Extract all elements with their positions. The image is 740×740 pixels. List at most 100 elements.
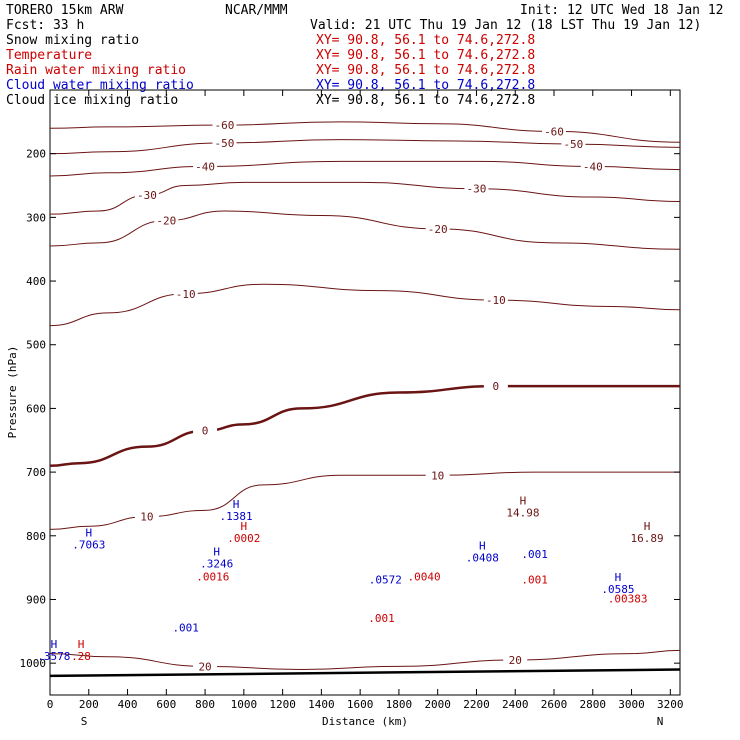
axes: 0 200 400 600 800 1000 1200 1400 1600 1800 2000 220… (20, 90, 684, 711)
extremum-value: .3578 (37, 650, 70, 663)
y-tick-label: 1000 (20, 657, 47, 670)
extremum-value: .0572 (369, 574, 402, 587)
extremum-value: .0408 (466, 551, 499, 564)
x-tick-label: 2400 (502, 698, 529, 711)
contour-line (49, 384, 680, 467)
contour-line (49, 283, 681, 327)
extremum-value: .0016 (196, 570, 229, 583)
x-tick-label: 2200 (463, 698, 490, 711)
contour-label: -10 (176, 288, 196, 301)
field-xy: XY= 90.8, 56.1 to 74.6,272.8 (316, 78, 535, 93)
y-tick-label: 200 (26, 148, 46, 161)
contour-label-bg (173, 287, 198, 299)
extremum-marker: H (51, 638, 58, 651)
x-tick-label: 1000 (231, 698, 258, 711)
field-name: Cloud water mixing ratio (6, 78, 194, 93)
contour-label-bg (542, 125, 566, 137)
contour-label-bg (464, 182, 489, 194)
contour-label-bg (483, 380, 508, 392)
extremum-marker: H (213, 546, 220, 559)
x-tick-label: 1800 (386, 698, 413, 711)
model-title: TORERO 15km ARW (6, 3, 124, 18)
init-time: Init: 12 UTC Wed 18 Jan 12 (520, 3, 724, 18)
field-name: Rain water mixing ratio (6, 63, 186, 78)
contour-label: -20 (428, 223, 448, 236)
contour-label: 0 (202, 425, 209, 438)
x-tick-label: 400 (118, 698, 138, 711)
x-tick-label: 1400 (308, 698, 335, 711)
x-tick-label: 0 (47, 698, 54, 711)
extremum-value: .00383 (608, 593, 648, 606)
contour-line (49, 121, 681, 143)
contour-label-bg (503, 653, 528, 665)
extremum-value: .0040 (408, 570, 441, 583)
y-tick-label: 600 (26, 402, 46, 415)
y-tick-label: 800 (26, 530, 46, 543)
extremum-value: .001 (521, 574, 548, 587)
extremum-marker: H (644, 520, 651, 533)
x-tick-label: 2600 (541, 698, 568, 711)
extremum-marker: H (615, 571, 622, 584)
contour-label: -10 (486, 294, 506, 307)
contour-label: -60 (215, 119, 235, 132)
south-label: S (81, 715, 88, 728)
field-name: Snow mixing ratio (6, 33, 139, 48)
field-xy: XY= 90.8, 56.1 to 74.6,272.8 (316, 48, 535, 63)
forecast-hour: Fcst: 33 h (6, 18, 84, 33)
contour-label: -50 (215, 137, 235, 150)
contour-label-bg (212, 136, 237, 148)
extremum-marker: H (233, 498, 240, 511)
x-tick-label: 200 (79, 698, 99, 711)
x-tick-label: 3200 (657, 698, 684, 711)
contour-label-bg (580, 160, 605, 172)
field-name: Temperature (6, 48, 92, 63)
extremum-value: .1381 (220, 510, 253, 523)
contour-label-bg (193, 424, 218, 436)
ground-line (49, 668, 681, 678)
x-axis-label: Distance (km) (322, 715, 408, 728)
contour-label: 0 (493, 380, 500, 393)
contour-label-bg (212, 119, 237, 131)
extremum-marker: H (520, 495, 527, 508)
x-tick-label: 1600 (347, 698, 374, 711)
temperature-contours: -60 -60-50 -50-40 -40-30 -30-20-20-10 -100010… (49, 119, 681, 673)
y-tick-label: 900 (26, 593, 46, 606)
contour-label-bg (134, 510, 159, 522)
y-tick-label: 700 (26, 466, 46, 479)
contour-label-bg (425, 469, 450, 481)
y-axis-label: Pressure (hPa) (6, 346, 19, 439)
contour-label-bg (134, 189, 159, 201)
contour-label: -20 (156, 215, 176, 228)
contour-label-bg (483, 294, 508, 306)
contour-line (49, 210, 681, 250)
extremum-value: .28 (71, 650, 91, 663)
y-tick-label: 500 (26, 339, 46, 352)
contour-label: -30 (467, 183, 487, 196)
valid-time: Valid: 21 UTC Thu 19 Jan 12 (18 LST Thu … (310, 18, 701, 33)
contour-line (49, 139, 681, 155)
contour-label: -40 (195, 160, 215, 173)
extremum-marker: H (78, 638, 85, 651)
contour-label-bg (425, 222, 450, 234)
x-tick-label: 1200 (269, 698, 296, 711)
contour-label-bg (154, 214, 179, 226)
extremum-value: .3246 (200, 558, 233, 571)
y-tick-label: 300 (26, 211, 46, 224)
extremum-value: .0585 (601, 583, 634, 596)
contour-line (49, 181, 681, 215)
contour-label: 10 (140, 511, 153, 524)
contour-label-bg (193, 160, 218, 172)
contour-label: -40 (583, 160, 603, 173)
extrema-markers: H.7063H.1381H.3246.001.0572H.0408.001H.0… (37, 495, 681, 678)
contour-label: 10 (431, 469, 444, 482)
contour-line (49, 649, 681, 671)
extremum-marker: H (479, 539, 486, 552)
extremum-value: .0002 (227, 532, 260, 545)
contour-label: -30 (137, 189, 157, 202)
contour-label-bg (193, 660, 218, 672)
y-tick-label: 400 (26, 275, 46, 288)
extremum-value: 16.89 (630, 532, 663, 545)
field-xy: XY= 90.8, 56.1 to 74.6,272.8 (316, 63, 535, 78)
extremum-marker: H (85, 527, 92, 540)
